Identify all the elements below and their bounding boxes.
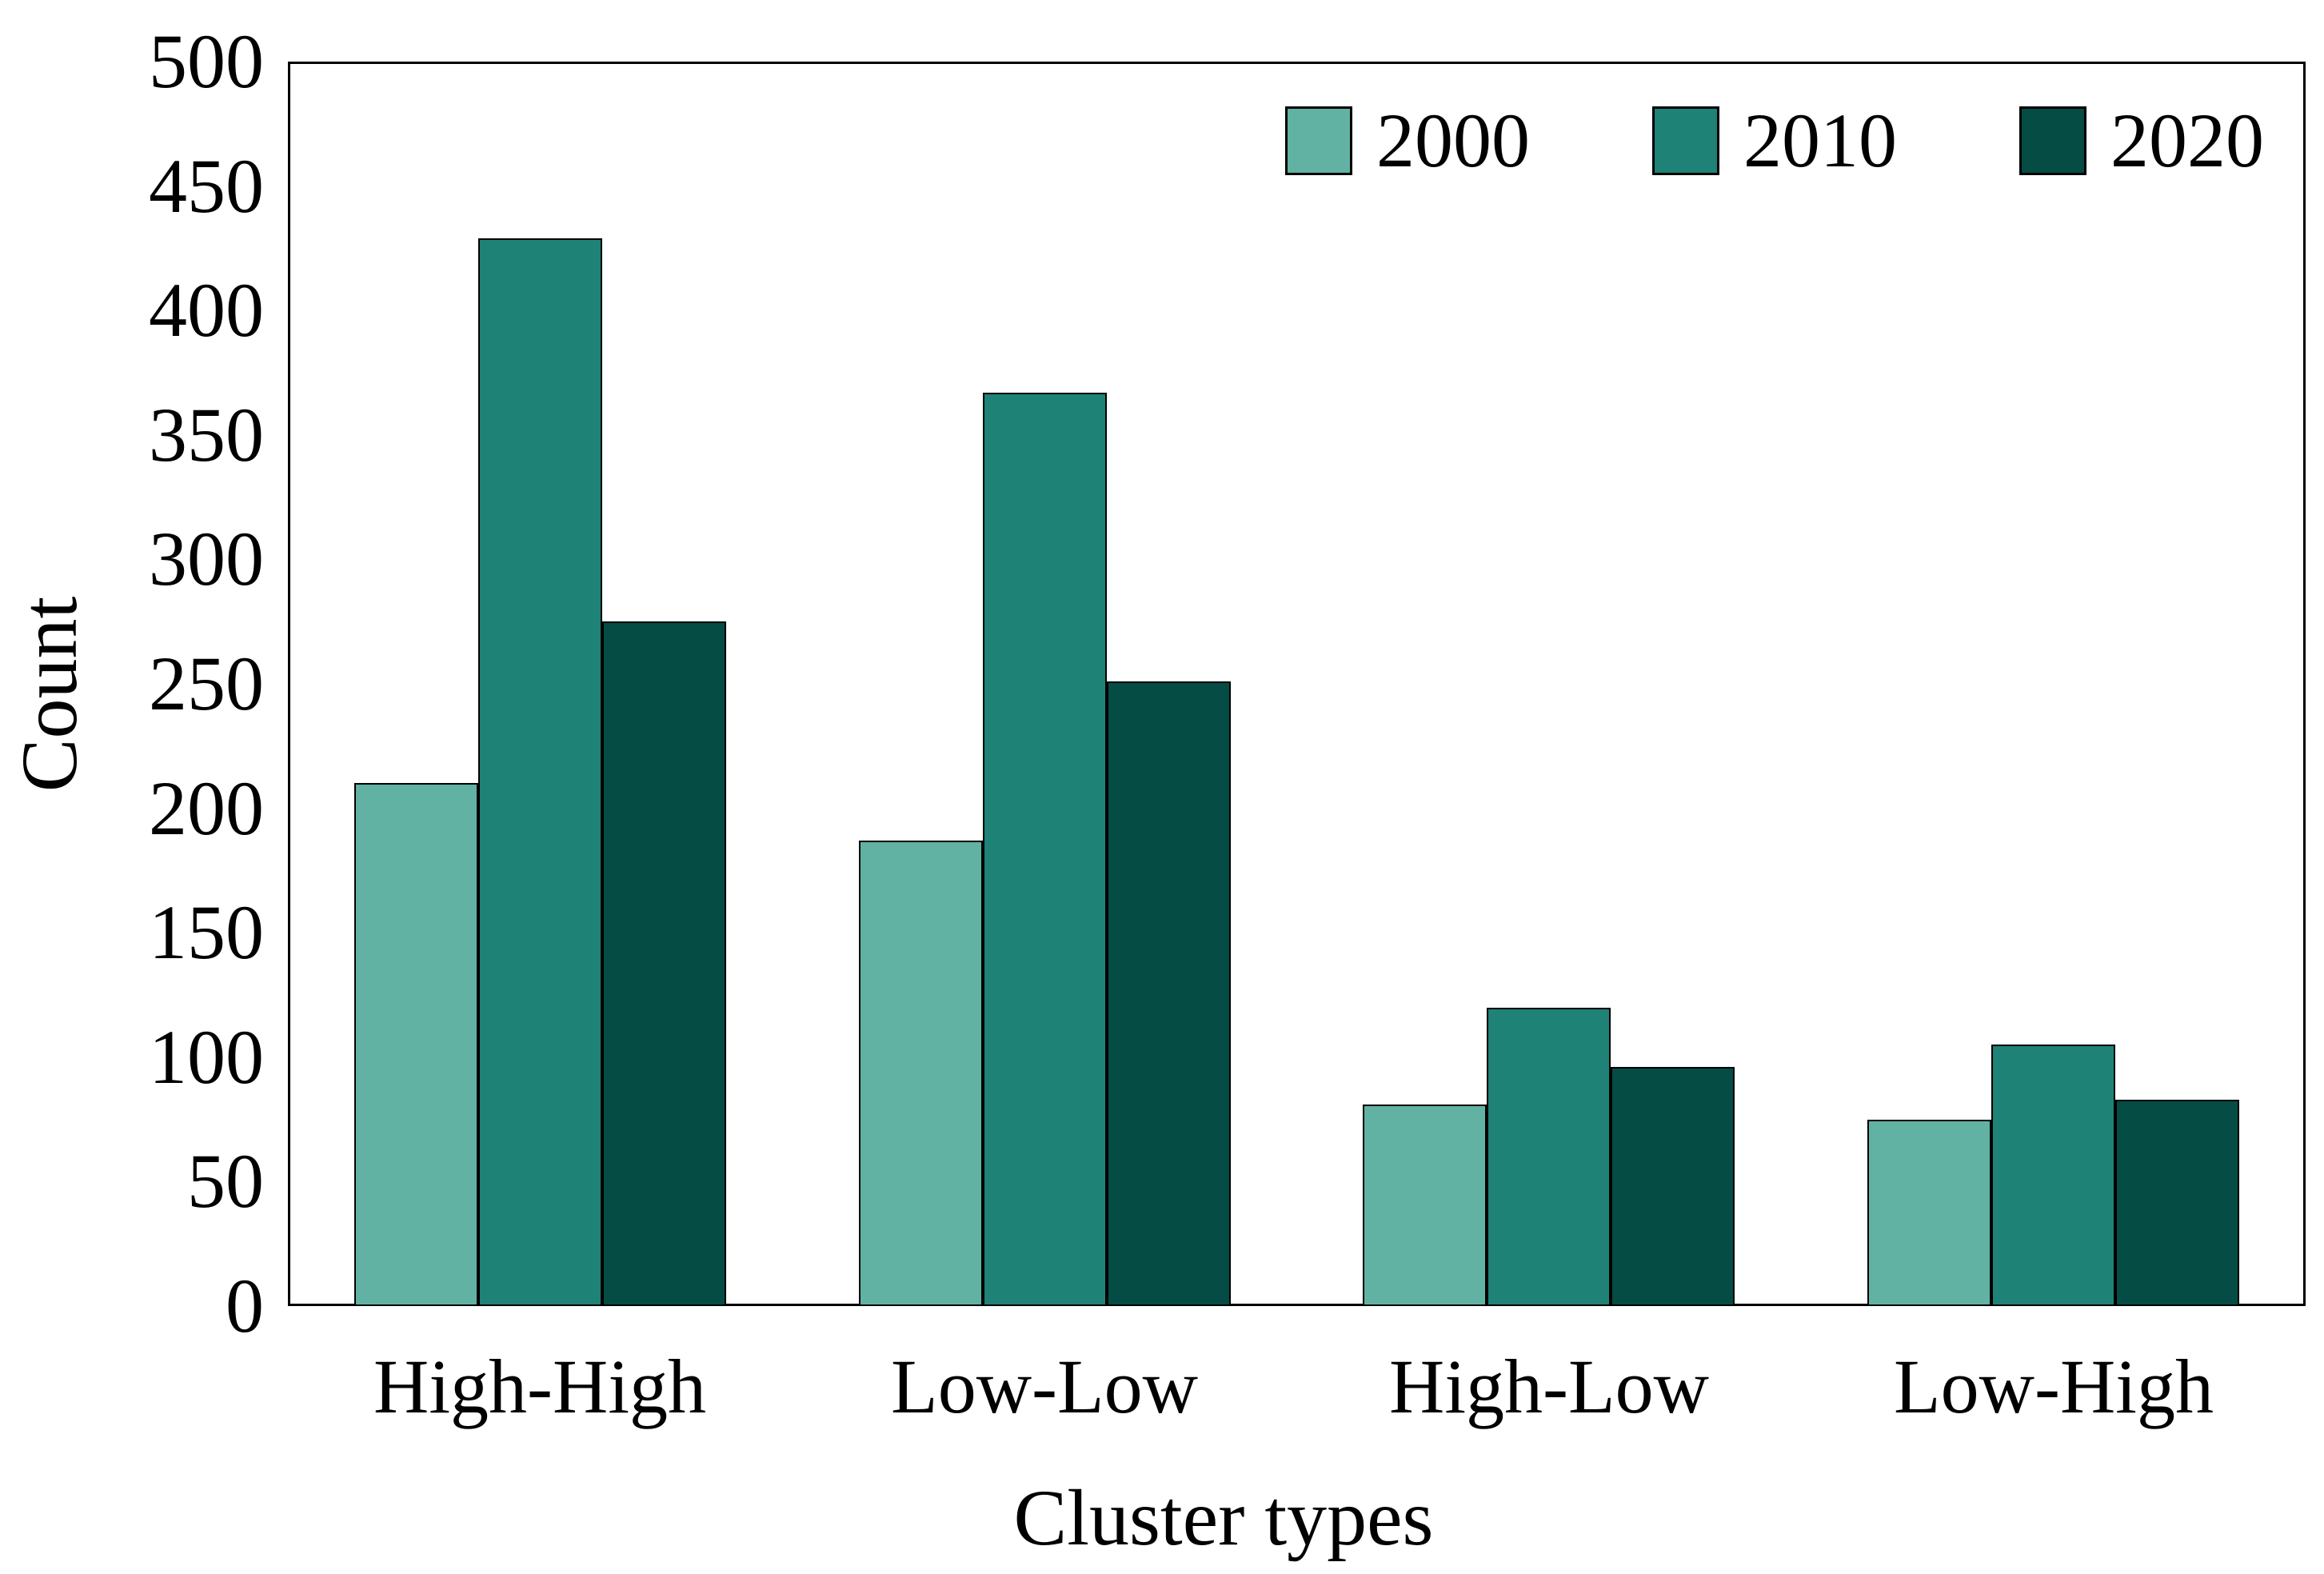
y-tick-label-200: 200	[149, 765, 264, 851]
category-label-low-high: Low-High	[1894, 1344, 2214, 1429]
y-tick-label-150: 150	[149, 889, 264, 975]
y-tick-label-350: 350	[149, 392, 264, 477]
y-axis-title: Count	[5, 596, 94, 793]
legend-label-2010: 2010	[1743, 98, 1897, 183]
legend-item-2010: 2010	[1652, 102, 1897, 179]
bar-low-high-2020	[2115, 1100, 2239, 1306]
legend-label-2020: 2020	[2110, 98, 2264, 183]
bar-low-low-2020	[1107, 681, 1231, 1306]
bar-low-low-2000	[859, 841, 983, 1306]
bar-low-high-2010	[1991, 1045, 2115, 1306]
bar-high-high-2020	[602, 621, 726, 1306]
bar-low-high-2000	[1867, 1120, 1991, 1306]
legend-item-2020: 2020	[2019, 102, 2264, 179]
bar-high-low-2010	[1487, 1008, 1611, 1306]
y-tick-label-250: 250	[149, 641, 264, 726]
bar-high-high-2000	[354, 783, 478, 1306]
legend-swatch-2010	[1652, 106, 1719, 175]
x-axis-title: Cluster types	[1013, 1473, 1434, 1562]
y-tick-label-50: 50	[187, 1138, 264, 1224]
legend-label-2000: 2000	[1376, 98, 1530, 183]
y-tick-label-500: 500	[149, 18, 264, 104]
legend-item-2000: 2000	[1285, 102, 1530, 179]
category-label-low-low: Low-Low	[891, 1344, 1198, 1429]
y-tick-label-100: 100	[149, 1014, 264, 1100]
legend-swatch-2000	[1285, 106, 1352, 175]
legend-swatch-2020	[2019, 106, 2086, 175]
y-tick-label-400: 400	[149, 267, 264, 353]
y-tick-label-0: 0	[226, 1263, 264, 1348]
y-tick-label-450: 450	[149, 143, 264, 229]
category-label-high-high: High-High	[373, 1344, 706, 1429]
category-label-high-low: High-Low	[1389, 1344, 1709, 1429]
bar-high-high-2010	[478, 238, 602, 1306]
bar-high-low-2020	[1611, 1067, 1735, 1306]
bar-low-low-2010	[983, 393, 1107, 1306]
y-tick-label-300: 300	[149, 516, 264, 601]
bar-high-low-2000	[1363, 1105, 1487, 1306]
